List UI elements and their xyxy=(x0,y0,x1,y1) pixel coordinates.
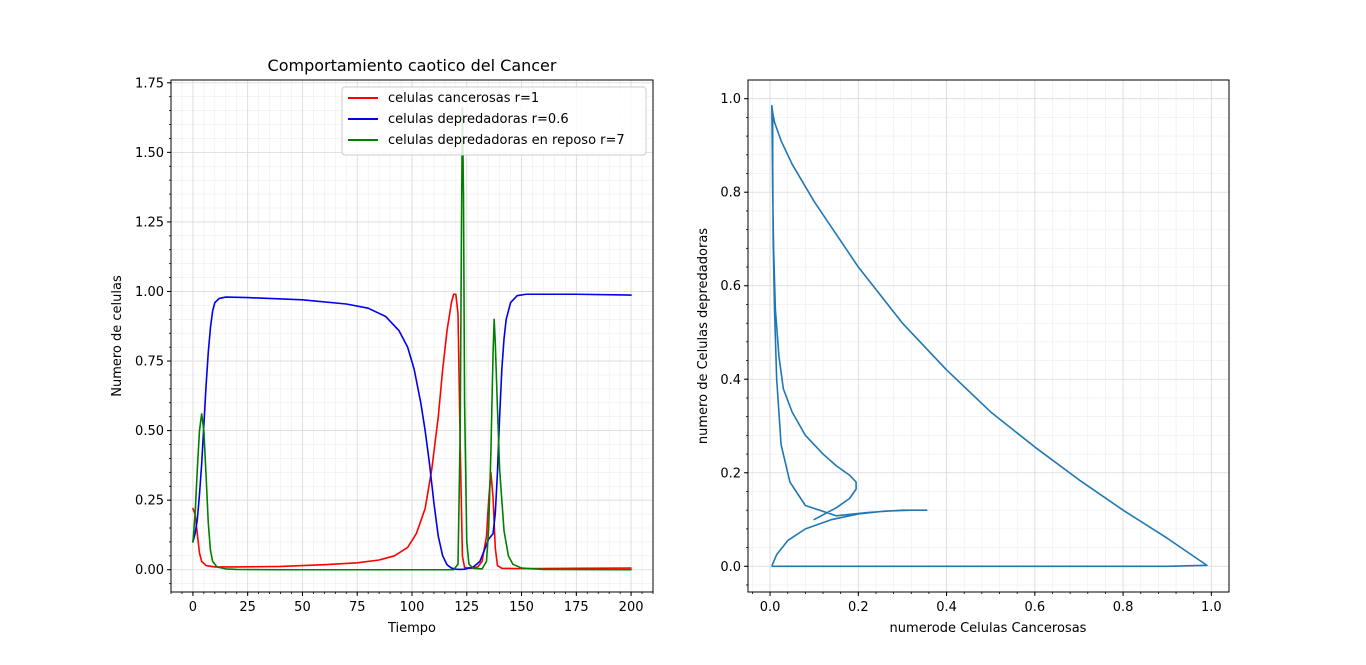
phase-plot-series-line-0 xyxy=(771,104,1208,568)
phase-plot-x-tick-label: 0.0 xyxy=(760,600,781,615)
time-series-y-tick-label: 1.50 xyxy=(135,146,164,161)
time-series-grid xyxy=(170,80,654,592)
time-series-x-ticks: 0 25 50 75 100 125 150 175 200 xyxy=(170,592,654,615)
phase-plot-y-axis-label: numero de Celulas depredadoras xyxy=(696,228,711,444)
phase-plot-grid xyxy=(748,80,1229,592)
phase-plot-y-tick-label: 1.0 xyxy=(720,92,741,107)
time-series-title: Comportamiento caotico del Cancer xyxy=(268,56,557,75)
legend-label-cancerosas: celulas cancerosas r=1 xyxy=(388,91,539,106)
time-series-x-tick-label: 75 xyxy=(349,600,366,615)
phase-plot-y-tick-label: 0.8 xyxy=(720,186,741,201)
phase-plot-y-tick-label: 0.4 xyxy=(720,373,741,388)
phase-plot-lines xyxy=(771,104,1208,568)
phase-plot-y-ticks: 0.0 0.2 0.4 0.6 0.8 1.0 xyxy=(720,92,748,586)
phase-plot-y-tick-label: 0.2 xyxy=(720,466,741,481)
legend-box xyxy=(341,86,647,156)
phase-plot-x-axis-label: numerode Celulas Cancerosas xyxy=(890,621,1087,636)
time-series-y-ticks: 0.00 0.25 0.50 0.75 1.00 1.25 1.50 1.75 xyxy=(135,76,171,585)
time-series-legend: celulas cancerosas r=1 celulas depredado… xyxy=(341,86,647,156)
phase-plot-x-tick-label: 0.2 xyxy=(848,600,869,615)
time-series-x-tick-label: 0 xyxy=(189,600,197,615)
time-series-chart: 0 25 50 75 100 125 150 175 200 0.00 0.25 0.50 0.75 1… xyxy=(110,56,654,636)
phase-plot-axes-frame xyxy=(747,79,1230,593)
phase-plot-y-tick-label: 0.0 xyxy=(720,560,741,575)
phase-plot-x-ticks: 0.0 0.2 0.4 0.6 0.8 1.0 xyxy=(752,592,1222,615)
time-series-x-tick-label: 175 xyxy=(564,600,589,615)
time-series-y-tick-label: 0.25 xyxy=(135,494,164,509)
legend-label-reposo: celulas depredadoras en reposo r=7 xyxy=(388,133,625,148)
phase-plot-x-tick-label: 0.4 xyxy=(936,600,957,615)
time-series-y-tick-label: 1.00 xyxy=(135,285,164,300)
time-series-x-tick-label: 150 xyxy=(509,600,534,615)
time-series-x-tick-label: 50 xyxy=(294,600,311,615)
phase-plot-y-tick-label: 0.6 xyxy=(720,279,741,294)
time-series-y-tick-label: 0.00 xyxy=(135,563,164,578)
phase-plot-x-tick-label: 1.0 xyxy=(1201,600,1222,615)
time-series-x-tick-label: 125 xyxy=(454,600,479,615)
legend-label-depredadoras: celulas depredadoras r=0.6 xyxy=(388,112,569,127)
time-series-x-axis-label: Tiempo xyxy=(387,621,436,636)
time-series-series-line-0 xyxy=(192,293,632,570)
time-series-y-axis-label: Numero de celulas xyxy=(110,275,125,397)
time-series-x-tick-label: 100 xyxy=(400,600,425,615)
time-series-series-line-1 xyxy=(192,293,632,571)
time-series-y-tick-label: 0.75 xyxy=(135,355,164,370)
time-series-x-tick-label: 25 xyxy=(239,600,256,615)
time-series-y-tick-label: 0.50 xyxy=(135,424,164,439)
time-series-x-tick-label: 200 xyxy=(619,600,644,615)
time-series-y-tick-label: 1.75 xyxy=(135,76,164,91)
phase-plot-chart: 0.0 0.2 0.4 0.6 0.8 1.0 0.0 0.2 0.4 0.6 0.8 1.0 nu… xyxy=(696,79,1230,636)
phase-plot-x-tick-label: 0.6 xyxy=(1024,600,1045,615)
phase-plot-x-tick-label: 0.8 xyxy=(1113,600,1134,615)
time-series-y-tick-label: 1.25 xyxy=(135,215,164,230)
